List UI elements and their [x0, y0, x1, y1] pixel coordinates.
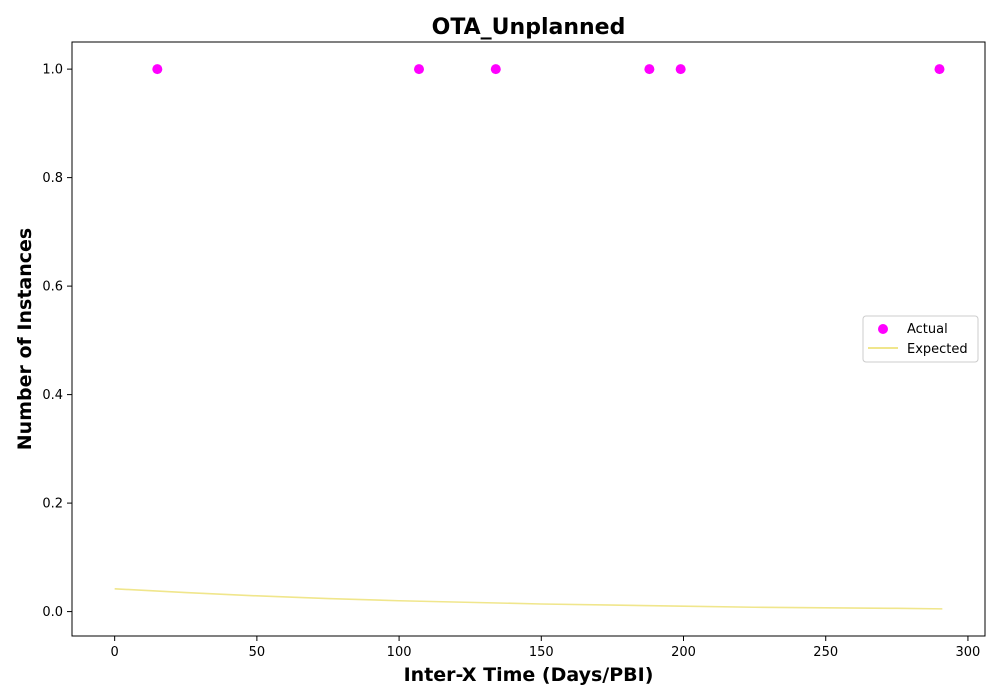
plot-area	[114, 64, 945, 610]
y-axis: 0.0 0.2 0.4 0.6 0.8 1.0	[42, 63, 72, 620]
y-tick-label: 0.2	[42, 497, 63, 512]
data-point-actual	[934, 64, 945, 75]
y-tick-label: 0.8	[42, 171, 63, 186]
x-tick-label: 50	[249, 645, 266, 660]
x-axis: 0 50 100 150 200 250 300	[111, 636, 981, 660]
legend-box	[862, 315, 979, 363]
y-tick-label: 0.0	[42, 605, 63, 620]
legend-marker-actual	[878, 324, 888, 334]
y-tick-label: 1.0	[42, 63, 63, 78]
y-axis-label: Number of Instances	[14, 228, 36, 450]
plot-frame	[71, 41, 986, 637]
series-line-expected	[114, 588, 943, 610]
x-tick-label: 300	[956, 645, 981, 660]
x-axis-label: Inter-X Time (Days/PBI)	[404, 664, 654, 686]
data-point-actual	[152, 64, 163, 75]
x-tick-label: 200	[671, 645, 696, 660]
legend: Actual Expected	[862, 315, 979, 363]
x-tick-label: 150	[529, 645, 554, 660]
legend-label-expected: Expected	[907, 342, 968, 357]
x-tick-label: 0	[111, 645, 119, 660]
y-tick-label: 0.6	[42, 280, 63, 295]
x-tick-label: 250	[813, 645, 838, 660]
data-point-actual	[490, 64, 501, 75]
data-point-actual	[413, 64, 424, 75]
chart-title: OTA_Unplanned	[432, 15, 626, 40]
y-tick-label: 0.4	[42, 388, 63, 403]
data-point-actual	[644, 64, 655, 75]
data-point-actual	[675, 64, 686, 75]
x-tick-label: 100	[387, 645, 412, 660]
legend-label-actual: Actual	[907, 322, 948, 337]
